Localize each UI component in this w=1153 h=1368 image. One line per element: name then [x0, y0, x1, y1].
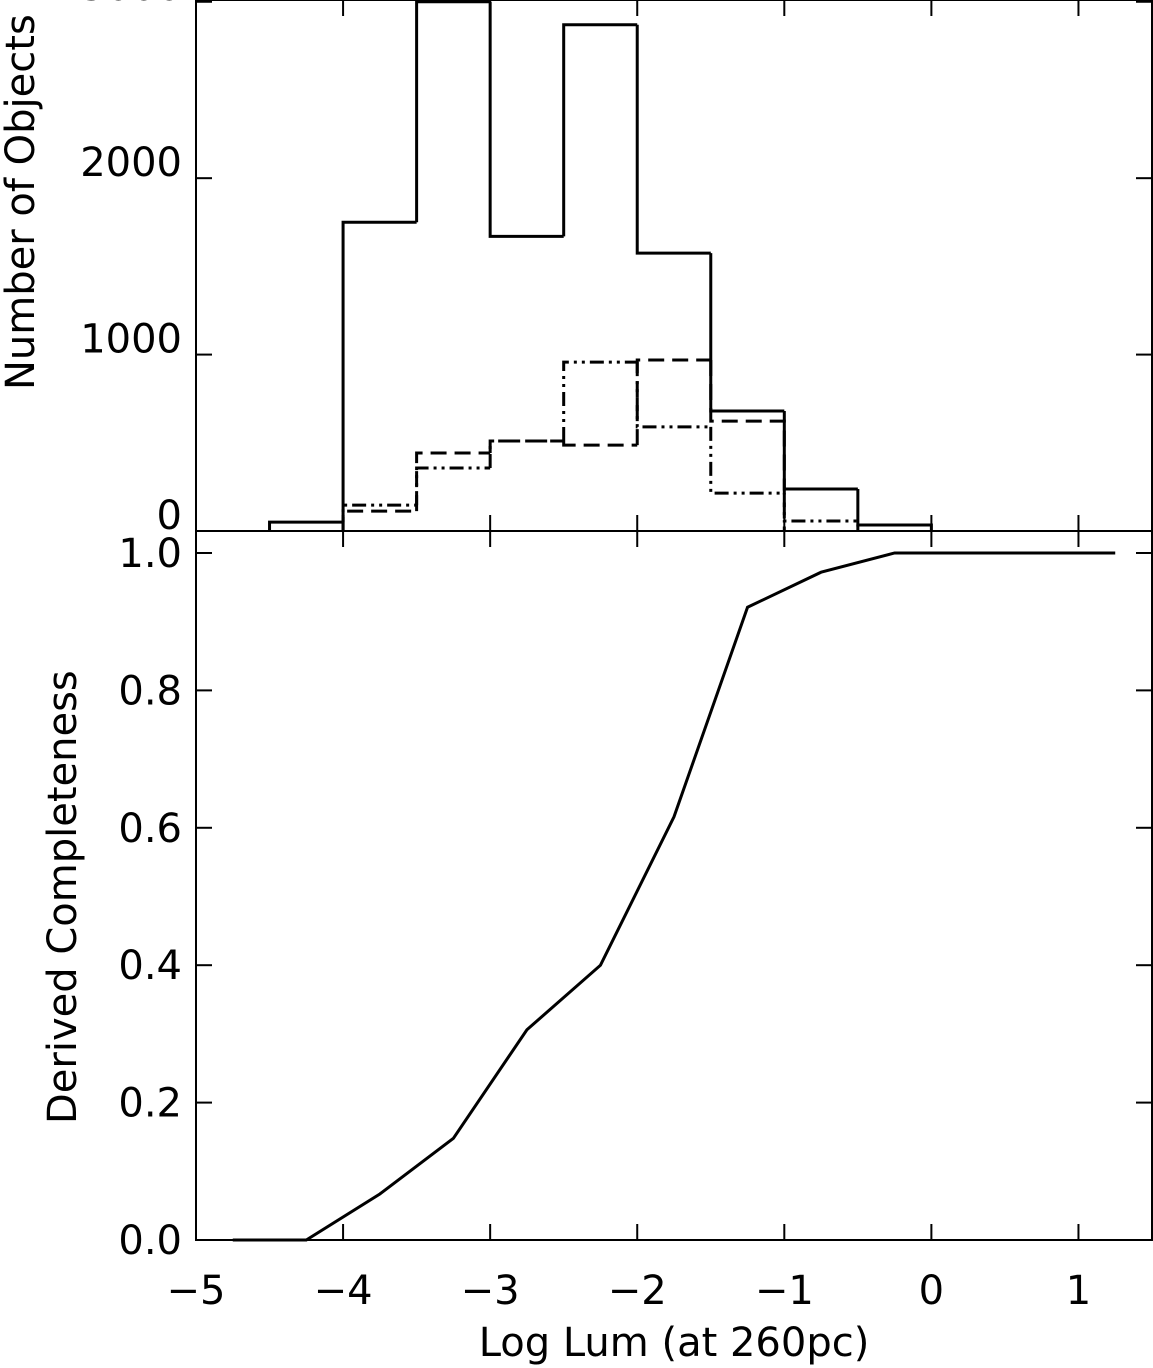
y-tick-label: 2000: [80, 140, 182, 186]
y-axis-title: Number of Objects: [0, 14, 44, 390]
y-tick-label: 1.0: [118, 531, 182, 577]
x-tick-label: 0: [919, 1268, 944, 1314]
histogram-step: [488, 439, 564, 454]
x-tick-label: −4: [314, 1268, 373, 1314]
histogram-step: [415, 451, 491, 512]
plot-frame: [195, 530, 1153, 1241]
y-tick-label: 0.8: [118, 668, 182, 714]
plot-frame: [195, 0, 1153, 532]
histogram-step: [415, 466, 491, 506]
y-tick-label: 0.6: [118, 806, 182, 852]
histogram-step: [415, 0, 491, 223]
histogram-step: [562, 441, 638, 447]
x-tick-label: −1: [755, 1268, 814, 1314]
histogram-step: [635, 358, 711, 446]
x-tick-label: −2: [608, 1268, 667, 1314]
histogram-step: [782, 411, 858, 491]
histogram-step: [341, 509, 417, 531]
histogram-step: [488, 439, 564, 469]
histogram-step: [562, 360, 638, 442]
x-tick-label: 1: [1066, 1268, 1091, 1314]
histogram-step: [635, 362, 711, 429]
histogram-step: [635, 24, 711, 255]
histogram-step: [856, 489, 933, 531]
x-tick-label: −5: [167, 1268, 226, 1314]
histogram-step: [341, 220, 417, 523]
y-tick-label: 1000: [80, 317, 182, 363]
y-tick-label: 0.0: [118, 1218, 182, 1264]
histogram-step: [268, 520, 344, 531]
y-tick-label: 0.4: [118, 943, 182, 989]
histogram-step: [709, 360, 786, 531]
histogram-step: [782, 493, 860, 531]
y-axis-title: Derived Completeness: [40, 670, 86, 1124]
y-tick-label: 0.2: [118, 1081, 182, 1127]
line: [232, 551, 1116, 1242]
y-tick-label: 3000: [80, 0, 182, 10]
y-tick-label: 0: [157, 493, 182, 539]
x-tick-label: −3: [461, 1268, 520, 1314]
histogram-step: [709, 253, 785, 413]
x-axis-title: Log Lum (at 260pc): [479, 1320, 870, 1366]
histogram-step: [488, 1, 564, 238]
histogram-step: [562, 23, 638, 237]
histogram-step: [341, 503, 417, 531]
histogram-step: [709, 426, 785, 495]
